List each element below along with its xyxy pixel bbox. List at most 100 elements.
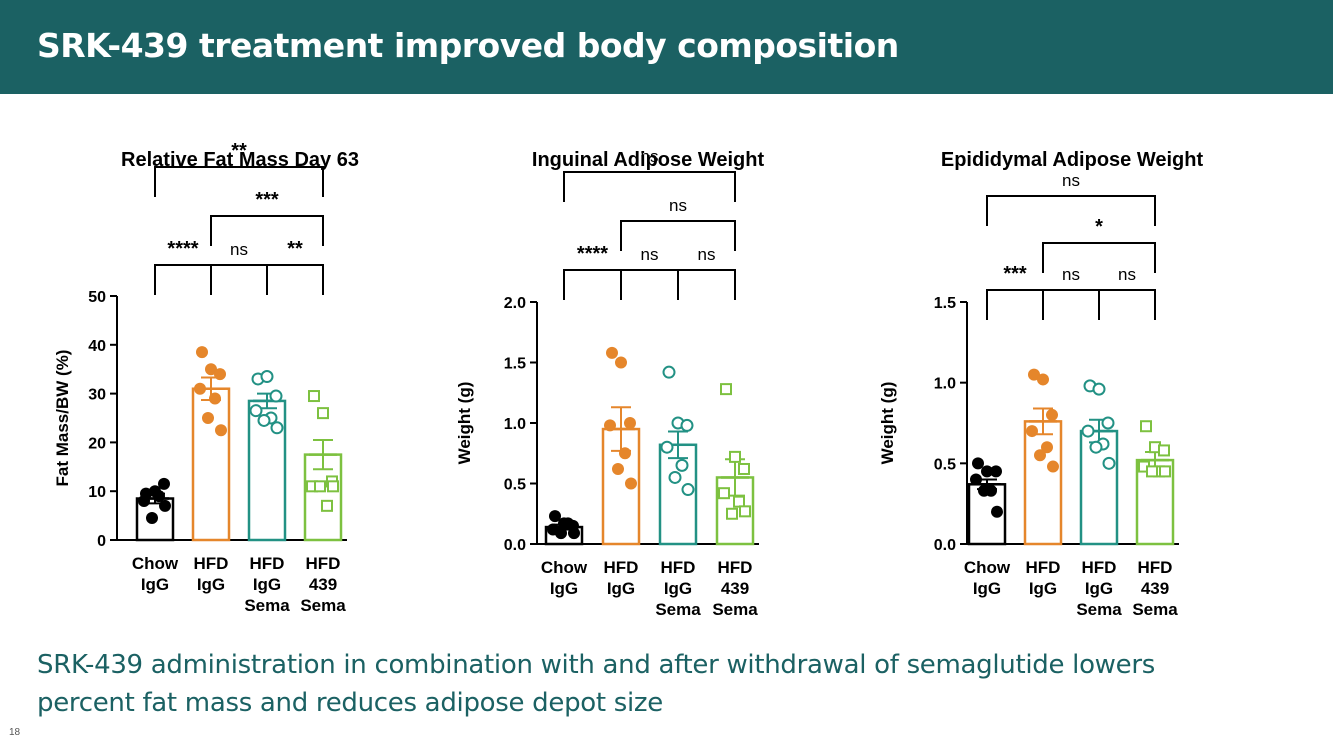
significance-bracket <box>563 269 622 300</box>
data-point <box>260 370 274 384</box>
slide-title: SRK-439 treatment improved body composit… <box>37 26 899 65</box>
significance-label: ns <box>641 245 659 264</box>
data-point <box>562 517 574 530</box>
significance-label: ns <box>641 147 659 166</box>
data-point <box>625 477 637 490</box>
x-tick-label: 439 <box>1141 579 1169 598</box>
data-point <box>1158 444 1170 457</box>
data-point <box>668 470 682 484</box>
caption-line-1: SRK-439 administration in combination wi… <box>37 650 1155 680</box>
x-tick-label: HFD <box>718 558 753 577</box>
data-point <box>615 356 627 369</box>
data-point <box>568 527 580 540</box>
y-tick-label: 0.5 <box>504 477 526 494</box>
inguinal-adipose-chart: Inguinal Adipose Weight Weight (g) 0.0 0.5 1… <box>455 147 765 619</box>
data-point <box>739 505 751 518</box>
x-tick-label: Sema <box>655 600 701 619</box>
x-tick-label: Sema <box>300 596 346 615</box>
data-point <box>733 495 745 508</box>
significance-label: ns <box>230 240 248 259</box>
chart-title: Epididymal Adipose Weight <box>941 149 1204 171</box>
significance-bracket <box>154 166 324 197</box>
data-point <box>196 346 208 359</box>
data-point <box>146 512 158 525</box>
y-tick-label: 1.5 <box>934 295 956 312</box>
chart-title: Relative Fat Mass Day 63 <box>121 149 359 171</box>
x-tick-label: IgG <box>1085 579 1113 598</box>
significance-label: *** <box>255 189 279 211</box>
y-tick-label: 0 <box>97 533 106 550</box>
data-point <box>726 507 738 520</box>
significance-bracket <box>677 269 736 300</box>
data-point <box>1092 382 1106 396</box>
significance-bracket <box>563 171 736 202</box>
x-tick-label: Sema <box>244 596 290 615</box>
data-point <box>990 465 1002 478</box>
data-point <box>612 462 624 475</box>
fat-mass-chart: Relative Fat Mass Day 63 Fat Mass/BW (%) 0… <box>53 140 359 615</box>
significance-label: *** <box>1003 263 1027 285</box>
y-tick-label: 0.5 <box>934 456 956 473</box>
data-point <box>970 473 982 486</box>
x-tick-label: IgG <box>973 579 1001 598</box>
data-point <box>729 450 741 463</box>
significance-label: ns <box>669 196 687 215</box>
data-point <box>972 457 984 470</box>
x-tick-label: Sema <box>1132 600 1178 619</box>
bar <box>1023 420 1063 546</box>
data-point <box>681 483 695 497</box>
significance-label: ns <box>1062 171 1080 190</box>
x-tick-label: HFD <box>1026 558 1061 577</box>
y-axis-label: Weight (g) <box>878 382 897 465</box>
x-tick-label: HFD <box>604 558 639 577</box>
x-tick-label: 439 <box>309 575 337 594</box>
data-point <box>1026 425 1038 438</box>
x-tick-label: HFD <box>661 558 696 577</box>
significance-bracket <box>620 220 736 251</box>
data-point <box>555 527 567 540</box>
data-point <box>153 490 165 503</box>
y-tick-label: 10 <box>88 484 106 501</box>
x-tick-label: IgG <box>141 575 169 594</box>
data-point <box>214 368 226 381</box>
x-tick-label: HFD <box>1138 558 1173 577</box>
data-point <box>718 487 730 500</box>
x-tick-label: Chow <box>541 558 588 577</box>
caption-line-2: percent fat mass and reduces adipose dep… <box>37 688 663 718</box>
data-point <box>158 477 170 490</box>
chart-title: Inguinal Adipose Weight <box>532 149 765 171</box>
y-tick-label: 1.5 <box>504 356 526 373</box>
y-tick-label: 30 <box>88 387 106 404</box>
data-point <box>1140 420 1152 433</box>
x-tick-label: IgG <box>1029 579 1057 598</box>
y-axis-label: Weight (g) <box>455 382 474 465</box>
data-point <box>249 404 263 418</box>
epididymal-adipose-chart: Epididymal Adipose Weight Weight (g) 0.0 0.… <box>878 149 1204 619</box>
x-tick-label: HFD <box>1082 558 1117 577</box>
data-point <box>662 365 676 379</box>
significance-label: * <box>1095 216 1103 238</box>
significance-bracket <box>266 264 324 295</box>
significance-label: ** <box>231 140 247 162</box>
significance-bracket <box>210 215 324 246</box>
data-point <box>981 465 993 478</box>
data-point <box>327 480 339 493</box>
y-tick-label: 50 <box>88 289 106 306</box>
data-point <box>215 424 227 437</box>
y-tick-label: 1.0 <box>934 376 956 393</box>
data-point <box>209 392 221 405</box>
data-point <box>1159 465 1171 478</box>
data-point <box>308 390 320 403</box>
x-tick-label: IgG <box>607 579 635 598</box>
data-point <box>1047 460 1059 473</box>
data-point <box>1101 416 1115 430</box>
data-point <box>1102 456 1116 470</box>
significance-label: ns <box>1062 265 1080 284</box>
data-point <box>624 417 636 429</box>
significance-label: ns <box>1118 265 1136 284</box>
data-point <box>1146 465 1158 478</box>
data-point <box>317 407 329 420</box>
y-tick-label: 1.0 <box>504 416 526 433</box>
significance-label: ** <box>287 238 303 260</box>
data-point <box>269 389 283 403</box>
